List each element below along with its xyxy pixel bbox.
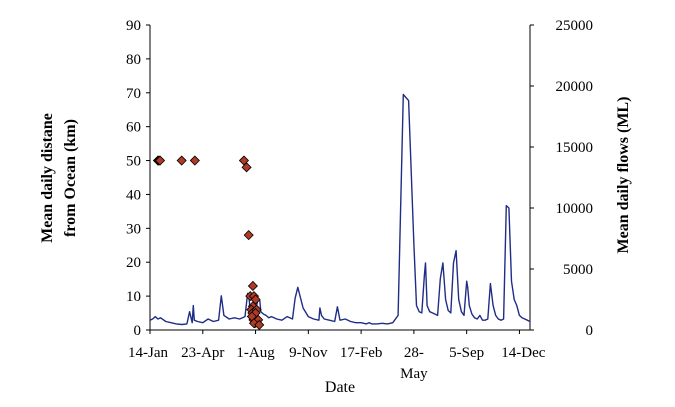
left-tick-label: 20	[126, 255, 141, 271]
distance-point	[254, 319, 265, 330]
axes	[149, 25, 531, 331]
left-tick-label: 90	[126, 18, 141, 34]
distance-point	[189, 155, 200, 166]
flow-series	[149, 93, 531, 326]
left-tick-label: 40	[126, 187, 141, 203]
x-tick-label: 9-Nov	[289, 345, 328, 361]
y-axis-title-left-line2: from Ocean (km)	[62, 119, 79, 237]
left-tick-label: 80	[126, 52, 141, 68]
right-y-ticks: 0 5000 10000 15000 20000 25000	[530, 18, 593, 339]
y-axis-title-left-line1: Mean daily distane	[39, 113, 56, 243]
right-tick-label: 10000	[556, 201, 594, 217]
right-tick-label: 5000	[563, 262, 593, 278]
x-tick-label: 5-Sep	[449, 345, 484, 361]
x-tick-label: 1-Aug	[236, 345, 275, 361]
x-tick-label: 14-Jan	[128, 345, 168, 361]
flow-line	[149, 93, 531, 326]
x-tick-label: 17-Feb	[340, 345, 383, 361]
x-tick-label: 28-	[404, 345, 424, 361]
x-tick-label-cont: May	[400, 366, 428, 382]
distance-point	[241, 162, 252, 173]
left-tick-label: 50	[126, 154, 141, 170]
right-tick-label: 20000	[556, 79, 594, 95]
left-y-ticks: 0 10 20 30 40 50 60 70 80 90	[126, 18, 150, 339]
left-tick-label: 10	[126, 289, 141, 305]
distance-point	[243, 230, 254, 241]
distance-point	[250, 294, 261, 305]
distance-point	[247, 280, 258, 292]
right-tick-label: 15000	[556, 140, 594, 156]
distance-point	[176, 155, 187, 166]
y-axis-title-right: Mean daily flows (ML)	[615, 97, 632, 254]
x-axis-title: Date	[325, 379, 355, 396]
left-tick-label: 60	[126, 120, 141, 136]
left-tick-label: 70	[126, 86, 141, 102]
x-ticks: 14-Jan 23-Apr 1-Aug 9-Nov 17-Feb 28- May 5-Sep 1…	[128, 330, 546, 382]
distance-point	[154, 155, 166, 166]
x-tick-label: 14-Dec	[501, 345, 545, 361]
left-tick-label: 0	[134, 323, 142, 339]
right-tick-label: 0	[586, 323, 594, 339]
x-tick-label: 23-Apr	[181, 345, 224, 361]
right-tick-label: 25000	[556, 18, 594, 34]
distance-series	[152, 155, 265, 330]
left-tick-label: 30	[126, 221, 141, 237]
